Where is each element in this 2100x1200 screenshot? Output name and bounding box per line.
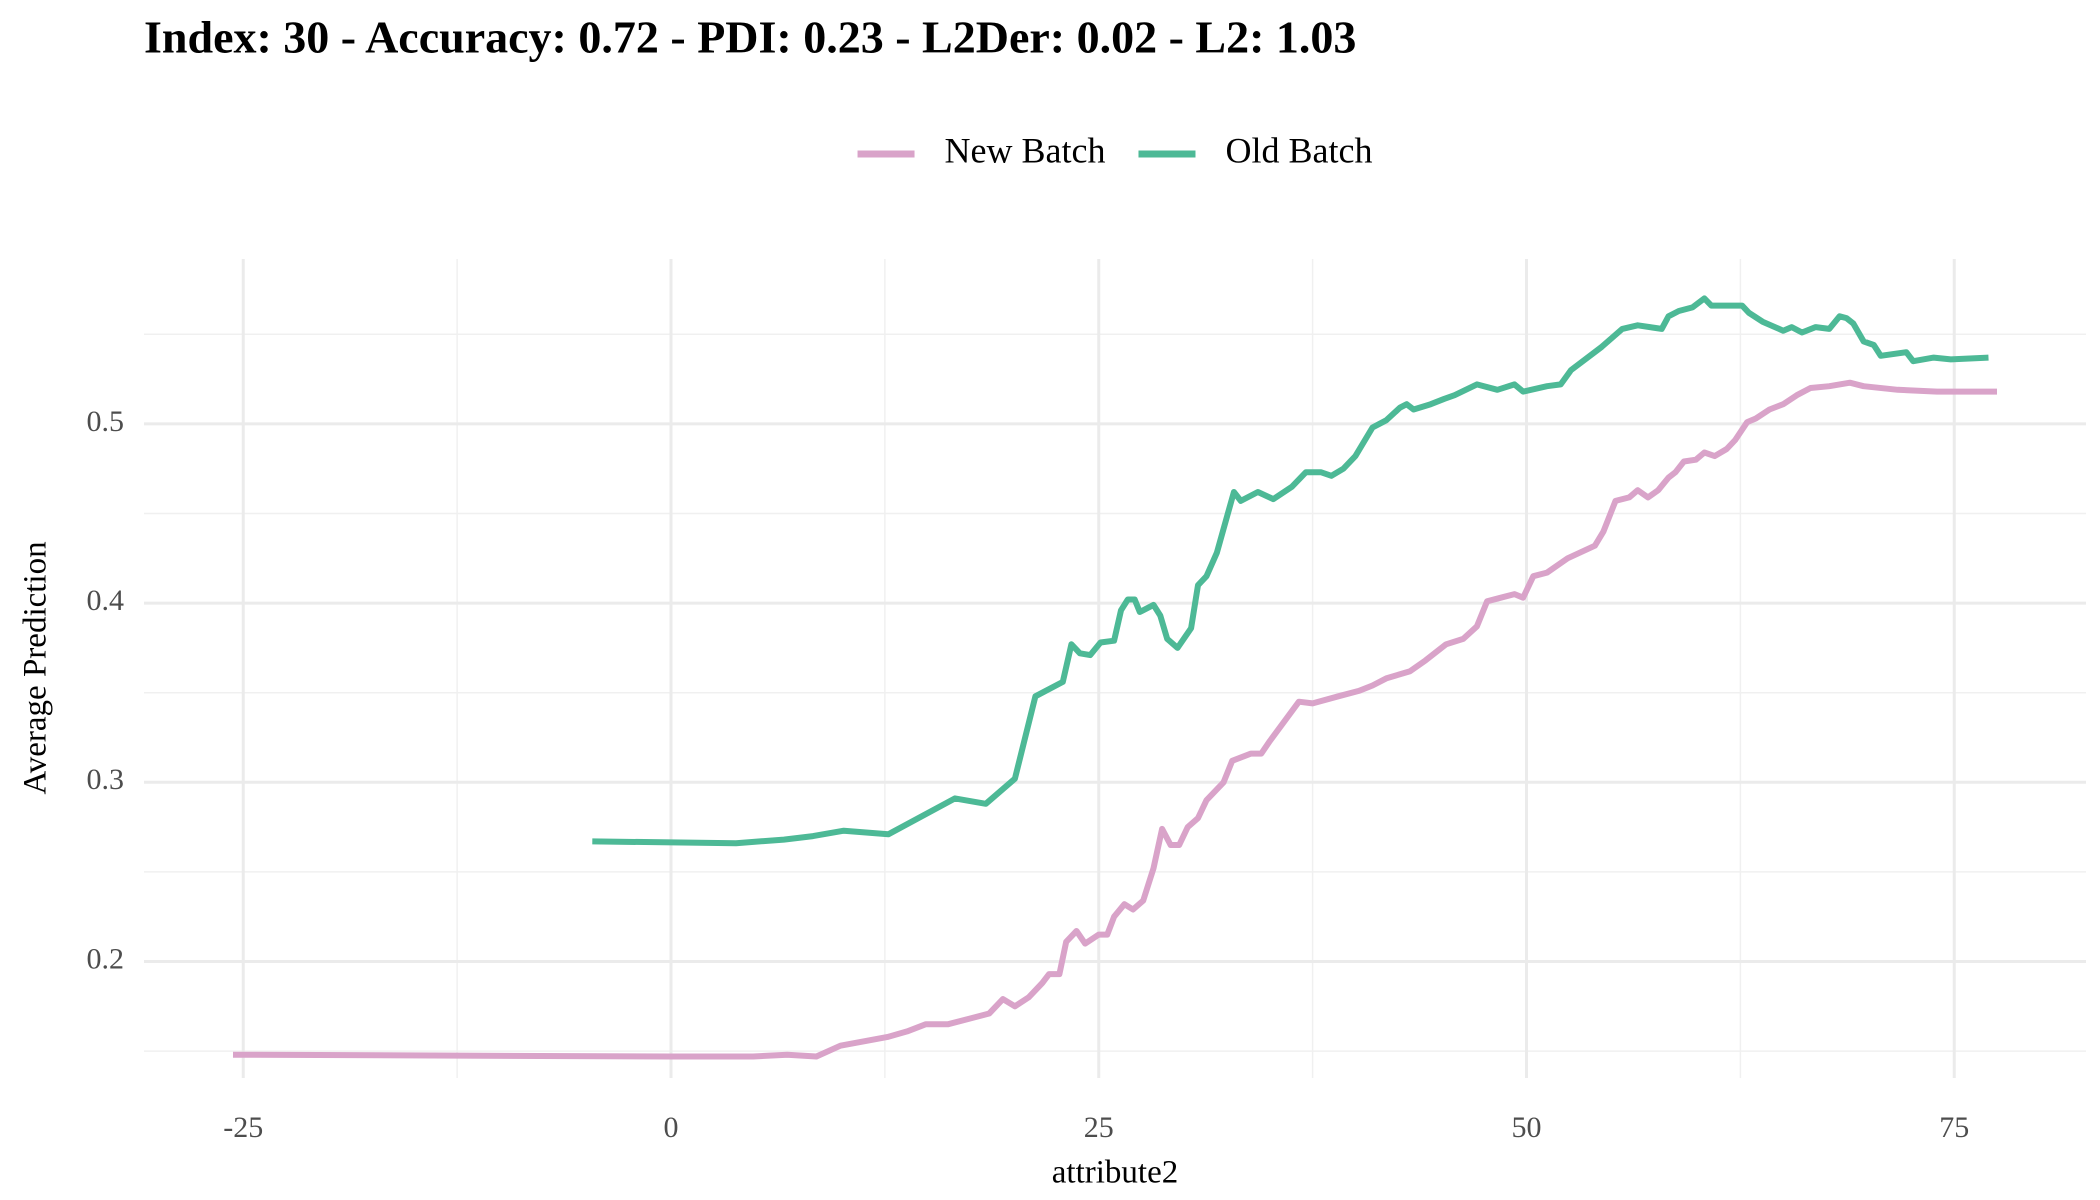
chart-title: Index: 30 - Accuracy: 0.72 - PDI: 0.23 -… bbox=[144, 12, 1356, 63]
legend: New Batch Old Batch bbox=[857, 130, 1372, 170]
y-tick-label: 0.5 bbox=[87, 405, 125, 438]
legend-label: Old Batch bbox=[1225, 130, 1372, 170]
y-tick-label: 0.3 bbox=[87, 763, 125, 796]
x-tick-label: 0 bbox=[663, 1111, 678, 1144]
grid: -25 0 25 50 75 0.2 0.3 0.4 0.5 bbox=[87, 259, 2086, 1144]
y-tick-label: 0.4 bbox=[87, 584, 125, 617]
x-tick-label: -25 bbox=[223, 1111, 263, 1144]
y-tick-label: 0.2 bbox=[87, 942, 125, 975]
x-axis-title: attribute2 bbox=[1052, 1155, 1178, 1191]
legend-item: New Batch bbox=[857, 130, 1106, 170]
series-line bbox=[232, 379, 1997, 1060]
series-line bbox=[592, 295, 1989, 847]
x-tick-label: 25 bbox=[1084, 1111, 1114, 1144]
legend-item: Old Batch bbox=[1138, 130, 1372, 170]
legend-label: New Batch bbox=[945, 130, 1106, 170]
x-tick-label: 50 bbox=[1511, 1111, 1541, 1144]
x-tick-label: 75 bbox=[1939, 1111, 1969, 1144]
plot-lines bbox=[232, 295, 1997, 1060]
y-axis-title: Average Prediction bbox=[18, 541, 54, 794]
